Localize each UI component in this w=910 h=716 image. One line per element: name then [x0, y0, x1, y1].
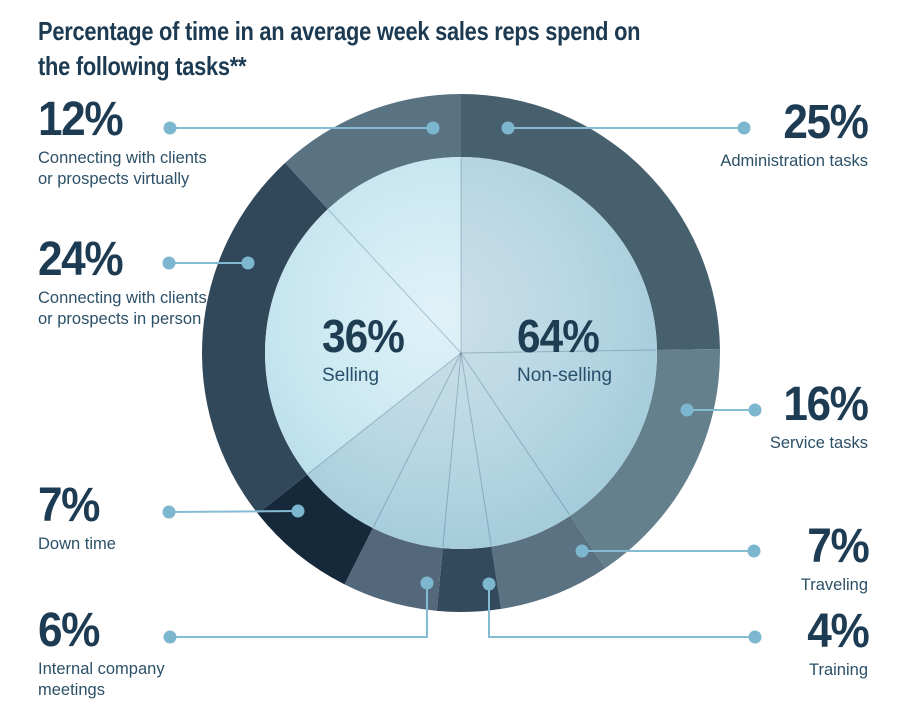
callout-virtually-percent: 12% [38, 93, 124, 146]
leader-dot-down-time [291, 504, 305, 518]
chart-title-line-1: Percentage of time in an average week sa… [38, 16, 641, 46]
callout-in-person-desc: Connecting with clients or prospects in … [38, 289, 207, 329]
pie-spoke [442, 352, 462, 548]
inner-label-non-selling: 64% Non-selling [517, 313, 612, 387]
callout-internal-meetings: 6% Internal company meetings [38, 607, 193, 701]
selling-percent: 36% [322, 310, 405, 362]
leader-line-internal-company-meetings [170, 583, 428, 638]
non-selling-name: Non-selling [517, 365, 613, 386]
selling-name: Selling [322, 365, 380, 386]
inner-pie-sector-non-selling [307, 157, 657, 549]
callout-administration-percent: 25% [783, 96, 870, 149]
callout-service-desc: Service tasks [769, 434, 868, 452]
ring-segment-service-tasks [570, 348, 720, 569]
callout-administration-desc: Administration tasks [720, 152, 868, 170]
leader-dot-down-time [162, 505, 176, 519]
leader-dot-internal-company-meetings [163, 630, 177, 644]
leader-dot-internal-company-meetings [420, 576, 434, 590]
callout-administration-tasks: 25% Administration tasks [638, 96, 870, 172]
non-selling-percent: 64% [517, 310, 600, 362]
ring-segment-connecting-with-clients-or-prospects-in-person [202, 162, 328, 514]
pie-spoke [328, 209, 462, 354]
callout-down-time: 7% Down time [38, 482, 223, 555]
leader-dot-service-tasks [680, 403, 694, 417]
callout-down-time-desc: Down time [38, 535, 116, 553]
leader-dot-training [748, 630, 762, 644]
outer-ring [202, 94, 720, 612]
ring-segment-connecting-with-clients-or-prospects-virtually [285, 94, 461, 210]
chart-title: Percentage of time in an average week sa… [38, 14, 641, 84]
callout-in-person-percent: 24% [38, 233, 124, 286]
pie-spokes [307, 158, 656, 548]
callout-training-percent: 4% [806, 605, 869, 658]
leader-line-training [488, 584, 755, 638]
inner-pie-circle [265, 157, 657, 549]
callout-internal-desc: Internal company meetings [38, 660, 165, 700]
ring-segment-administration-tasks [461, 94, 720, 350]
ring-segment-training [436, 546, 502, 612]
callout-service-percent: 16% [783, 378, 870, 431]
leader-lines [162, 121, 762, 644]
callout-service-tasks: 16% Service tasks [638, 378, 870, 454]
callout-traveling-percent: 7% [806, 520, 869, 573]
ring-segment-internal-company-meetings [344, 528, 443, 611]
inner-label-selling: 36% Selling [322, 313, 411, 387]
inner-pie [265, 157, 657, 549]
leader-dot-traveling [747, 544, 761, 558]
pie-spoke [460, 352, 571, 516]
pie-spoke [307, 352, 462, 475]
callout-internal-percent: 6% [38, 604, 100, 657]
leader-dot-connecting-with-clients-or-prospects-in-person [241, 256, 255, 270]
callout-traveling-desc: Traveling [800, 576, 868, 594]
callout-connecting-in-person: 24% Connecting with clients or prospects… [38, 236, 223, 330]
ring-segment-down-time [257, 474, 373, 585]
callout-connecting-virtually: 12% Connecting with clients or prospects… [38, 96, 223, 190]
callout-training: 4% Training [638, 605, 869, 681]
leader-dot-service-tasks [748, 403, 762, 417]
leader-dot-traveling [575, 544, 589, 558]
leader-dot-connecting-with-clients-or-prospects-virtually [426, 121, 440, 135]
leader-dot-connecting-with-clients-or-prospects-virtually [163, 121, 177, 135]
pie-spoke [372, 352, 462, 528]
leader-dot-training [482, 577, 496, 591]
leader-dot-administration-tasks [737, 121, 751, 135]
pie-spoke [460, 349, 656, 354]
leader-dot-connecting-with-clients-or-prospects-in-person [162, 256, 176, 270]
chart-title-line-2: the following tasks** [38, 51, 247, 82]
leader-dot-administration-tasks [501, 121, 515, 135]
ring-segment-traveling [491, 515, 606, 609]
callout-virtually-desc: Connecting with clients or prospects vir… [38, 149, 207, 189]
callout-training-desc: Training [809, 661, 868, 679]
pie-spoke [460, 352, 492, 546]
callout-down-time-percent: 7% [38, 479, 100, 532]
leader-line-down-time [168, 510, 299, 513]
callout-traveling: 7% Traveling [638, 520, 870, 596]
